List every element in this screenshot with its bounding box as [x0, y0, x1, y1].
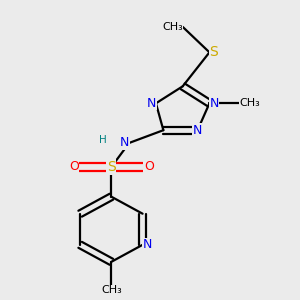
Text: O: O [69, 160, 79, 173]
Text: N: N [147, 97, 156, 110]
Text: N: N [193, 124, 202, 137]
Text: H: H [99, 135, 107, 145]
Text: S: S [107, 160, 116, 174]
Text: CH₃: CH₃ [162, 22, 183, 32]
Text: O: O [144, 160, 154, 173]
Text: N: N [142, 238, 152, 251]
Text: N: N [120, 136, 129, 149]
Text: N: N [209, 97, 219, 110]
Text: CH₃: CH₃ [239, 98, 260, 108]
Text: CH₃: CH₃ [101, 285, 122, 295]
Text: S: S [209, 45, 218, 59]
